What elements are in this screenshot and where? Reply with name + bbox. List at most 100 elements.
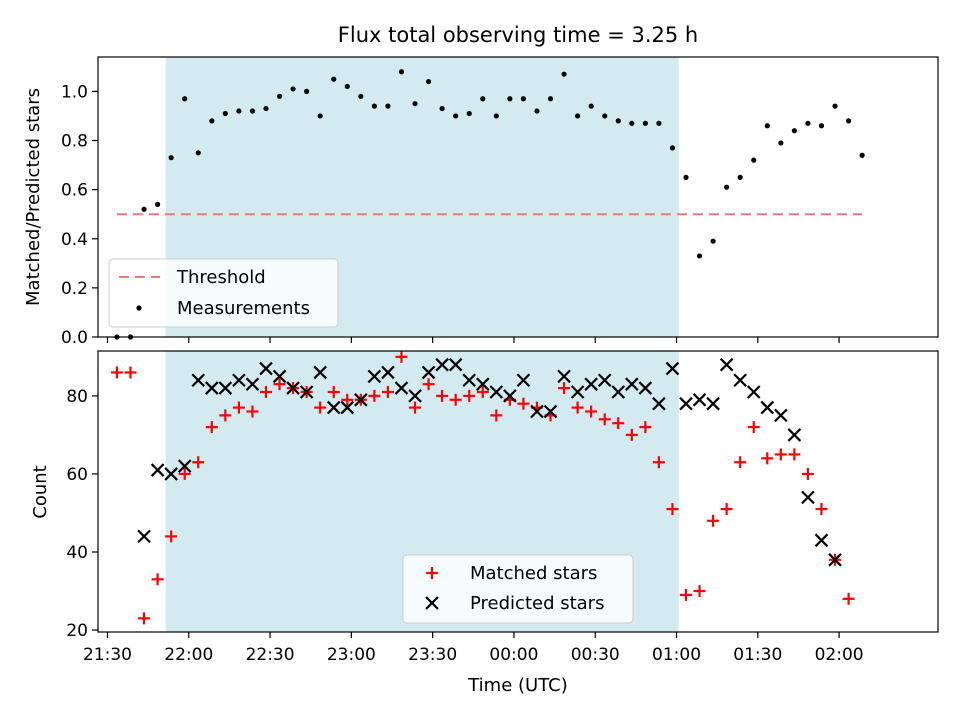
top-legend: Threshold Measurements — [108, 258, 339, 328]
data-point — [317, 113, 323, 119]
predicted-stars-point — [177, 459, 192, 473]
data-point — [642, 120, 648, 126]
data-point — [615, 118, 621, 124]
bottom-y-axis-label: Count — [30, 465, 51, 518]
data-point — [222, 110, 228, 117]
data-point — [398, 69, 405, 75]
predicted-stars-point — [489, 385, 504, 399]
data-point — [656, 120, 662, 126]
data-point — [778, 140, 784, 146]
matched-stars-point — [409, 401, 422, 414]
data-point — [209, 118, 215, 124]
matched-stars-point — [490, 409, 503, 422]
matched-stars-point — [774, 448, 787, 461]
top-legend-box — [108, 258, 339, 328]
data-point — [182, 96, 188, 102]
matched-stars-point — [381, 385, 394, 398]
predicted-stars-point — [218, 381, 233, 395]
matched-stars-point — [801, 467, 814, 480]
data-point — [358, 93, 364, 99]
matched-stars-point — [395, 350, 408, 363]
matched-stars-point — [571, 401, 584, 414]
data-point — [425, 78, 432, 85]
x-tick-label: 22:30 — [246, 645, 295, 665]
predicted-stars-point — [692, 393, 707, 407]
legend-measurements-label: Measurements — [177, 298, 310, 319]
predicted-stars-point — [503, 389, 517, 403]
predicted-stars-point — [150, 463, 165, 477]
matched-stars-point — [110, 366, 123, 379]
predicted-stars-point — [191, 373, 206, 388]
predicted-stars-point — [272, 369, 287, 384]
predicted-stars-point — [774, 408, 788, 423]
predicted-stars-point — [516, 373, 531, 388]
data-point — [195, 150, 201, 156]
matched-stars-point — [680, 588, 692, 601]
top-x-ticks — [106, 337, 840, 343]
data-point — [696, 253, 703, 259]
matched-stars-point — [314, 401, 327, 414]
matched-stars-point — [422, 378, 435, 391]
predicted-stars-point — [313, 365, 327, 380]
matched-stars-point — [517, 397, 530, 410]
data-point — [669, 145, 676, 151]
legend-predicted-swatch — [425, 596, 439, 610]
data-point — [547, 96, 554, 102]
matched-stars-point — [232, 401, 245, 414]
data-point — [588, 103, 594, 109]
predicted-stars-point — [354, 393, 368, 407]
data-point — [629, 120, 635, 126]
matched-stars-point — [124, 366, 137, 379]
x-axis-label: Time (UTC) — [467, 675, 568, 696]
matched-stars-point — [476, 385, 489, 398]
matched-stars-point — [652, 456, 665, 469]
matched-stars-point — [666, 503, 679, 516]
data-point — [236, 108, 242, 114]
predicted-stars-point — [475, 377, 490, 391]
data-point — [832, 103, 838, 109]
predicted-stars-point — [137, 529, 151, 544]
y-tick-label: 20 — [66, 621, 88, 641]
data-point — [304, 88, 310, 94]
data-point — [412, 101, 418, 107]
data-point — [683, 174, 689, 180]
matched-stars-point — [734, 456, 747, 469]
matched-stars-point — [151, 573, 164, 586]
data-point — [480, 96, 486, 102]
data-point — [141, 206, 147, 212]
data-point — [575, 113, 581, 119]
data-point — [764, 123, 770, 129]
y-tick-label: 40 — [66, 543, 88, 563]
matched-stars-point — [327, 385, 340, 398]
bottom-axes-frame — [97, 350, 939, 633]
legend-predicted-label: Predicted stars — [470, 593, 604, 614]
legend-threshold-label: Threshold — [176, 267, 266, 288]
predicted-stars-point — [665, 361, 680, 376]
predicted-stars-point — [814, 533, 829, 548]
data-point — [290, 86, 296, 92]
matched-stars-point — [598, 413, 611, 426]
data-point — [561, 71, 567, 77]
predicted-stars-point — [435, 357, 449, 372]
data-point — [751, 157, 757, 163]
predicted-stars-point — [733, 373, 747, 388]
predicted-stars-point — [638, 381, 653, 395]
matched-stars-point — [341, 393, 354, 406]
matched-stars-point — [246, 405, 259, 418]
predicted-stars-point — [679, 396, 693, 411]
matched-stars-point — [585, 405, 598, 418]
data-point — [710, 238, 716, 244]
data-point — [276, 93, 283, 99]
predicted-stars-point — [421, 365, 436, 380]
predicted-stars-point — [530, 404, 544, 419]
predicted-stars-point — [584, 377, 598, 391]
predicted-stars-point — [408, 389, 422, 403]
chart-title: Flux total observing time = 3.25 h — [338, 23, 698, 47]
predicted-stars-point — [706, 396, 720, 411]
matched-stars-point — [720, 503, 733, 516]
predicted-stars-point — [232, 373, 246, 388]
data-point — [466, 110, 472, 117]
predicted-stars-point — [394, 381, 409, 395]
data-point — [791, 128, 797, 134]
predicted-stars-point — [652, 396, 666, 411]
